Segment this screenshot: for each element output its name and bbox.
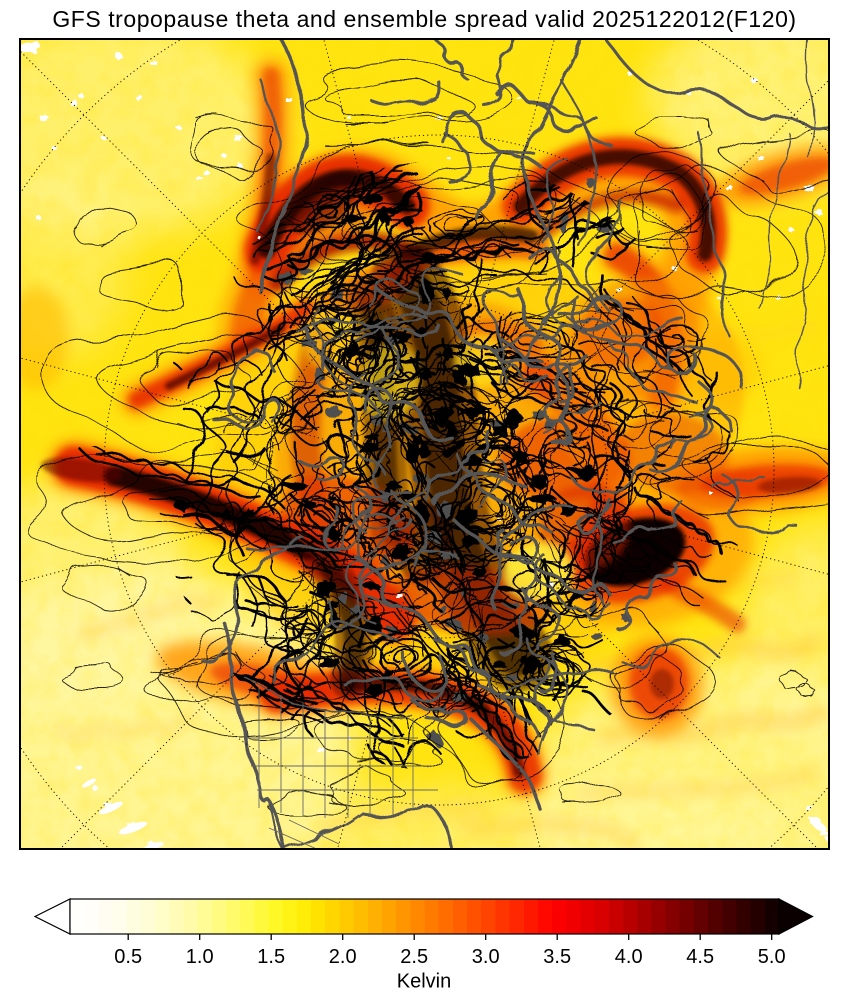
- svg-text:1.0: 1.0: [186, 946, 214, 968]
- svg-text:0.5: 0.5: [114, 946, 142, 968]
- svg-text:4.0: 4.0: [615, 946, 643, 968]
- svg-text:3.5: 3.5: [543, 946, 571, 968]
- svg-text:2.5: 2.5: [400, 946, 428, 968]
- svg-text:3.0: 3.0: [472, 946, 500, 968]
- svg-text:4.5: 4.5: [686, 946, 714, 968]
- svg-text:1.5: 1.5: [257, 946, 285, 968]
- svg-text:Kelvin: Kelvin: [397, 971, 451, 993]
- svg-text:2.0: 2.0: [329, 946, 357, 968]
- svg-text:5.0: 5.0: [758, 946, 786, 968]
